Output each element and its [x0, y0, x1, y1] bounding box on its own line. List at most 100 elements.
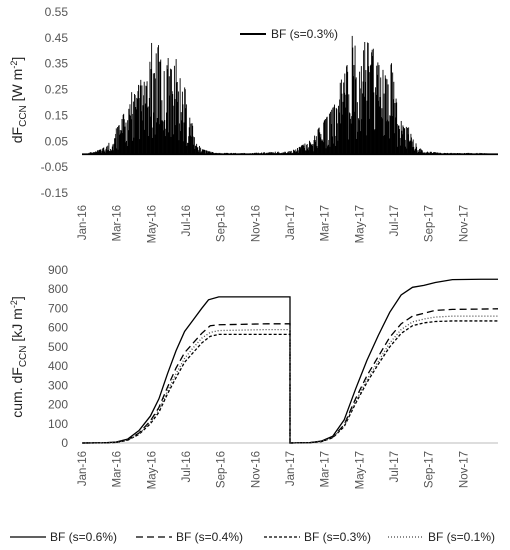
top-bar — [326, 116, 328, 155]
top-bar — [152, 73, 154, 155]
top-bar — [322, 140, 324, 155]
top-bar — [91, 152, 93, 155]
top-bar — [151, 127, 153, 155]
bottom-x-tick-label: Mar-16 — [112, 451, 124, 487]
top-bar — [287, 151, 289, 155]
top-bar — [183, 141, 184, 155]
top-bar — [303, 147, 305, 155]
top-bar — [380, 77, 382, 155]
top-bar — [402, 125, 404, 155]
top-bar — [189, 135, 191, 155]
top-bar — [116, 127, 118, 155]
top-bar — [345, 94, 347, 155]
top-bar — [362, 81, 364, 155]
top-bar — [390, 64, 392, 155]
top-bar — [395, 117, 396, 155]
top-bar — [101, 150, 103, 155]
top-bar — [177, 91, 179, 155]
top-bar — [338, 105, 339, 155]
top-bar — [331, 109, 333, 155]
top-bar — [147, 107, 149, 155]
top-bar — [97, 150, 98, 155]
top-bar — [329, 146, 331, 155]
top-bar — [415, 143, 417, 155]
top-bar — [403, 126, 404, 155]
top-bar — [181, 120, 183, 155]
top-bar — [353, 65, 355, 155]
top-bar — [420, 149, 422, 155]
bottom-y-tick-label: 400 — [48, 359, 68, 373]
top-bar — [124, 126, 126, 155]
top-x-tick-label: May-16 — [146, 205, 158, 243]
top-bar — [120, 133, 122, 155]
top-bar — [411, 137, 412, 155]
top-bar — [287, 152, 289, 155]
top-bar — [389, 116, 391, 155]
top-x-tick-label: Mar-17 — [320, 205, 332, 241]
bottom-x-tick-label: Jul-17 — [389, 451, 401, 482]
top-bar — [355, 79, 357, 155]
top-y-tick-label: -0.05 — [41, 160, 69, 174]
top-bar — [190, 123, 192, 155]
top-bar — [332, 143, 334, 155]
top-bar — [377, 62, 379, 155]
top-bar — [97, 150, 99, 155]
top-bar — [151, 42, 153, 155]
top-bar — [348, 94, 350, 155]
top-bar — [127, 120, 129, 155]
top-bar — [355, 77, 357, 155]
top-bar — [313, 140, 315, 155]
top-bar — [153, 112, 155, 155]
top-bar — [294, 152, 296, 155]
top-bar — [163, 130, 165, 155]
top-bar — [299, 146, 301, 155]
top-bar — [134, 95, 136, 155]
top-bar — [408, 127, 410, 155]
top-bar — [125, 122, 127, 155]
top-bar — [160, 120, 162, 155]
top-bar — [413, 150, 415, 155]
top-bar — [298, 147, 300, 155]
top-bar — [376, 65, 378, 155]
top-bar — [152, 137, 154, 155]
top-bar — [155, 78, 157, 155]
top-bar — [185, 108, 187, 155]
top-bar — [370, 65, 371, 155]
top-bar — [264, 152, 265, 155]
top-bar — [178, 140, 180, 155]
top-bar — [99, 149, 101, 155]
top-bar — [105, 148, 107, 155]
top-bar — [411, 141, 413, 155]
top-x-tick-label: Nov-17 — [458, 205, 470, 242]
top-bar — [370, 64, 372, 155]
top-bar — [384, 75, 386, 155]
top-bar — [162, 121, 164, 155]
top-bar — [156, 122, 158, 155]
top-bar — [408, 142, 410, 155]
top-y-tick-label: 0.45 — [45, 31, 69, 45]
top-bar — [300, 146, 302, 155]
top-bar — [361, 119, 363, 155]
top-bar — [364, 41, 366, 155]
top-bar — [192, 125, 194, 155]
top-bar — [188, 136, 190, 155]
top-bar — [421, 150, 423, 155]
top-bar — [400, 120, 402, 155]
top-bar — [148, 98, 150, 155]
top-bar — [181, 91, 183, 155]
legend-item-s01: BF (s=0.1%) — [388, 530, 495, 544]
top-bar — [407, 127, 408, 155]
top-bar — [94, 152, 96, 155]
top-bar — [146, 86, 147, 155]
top-bar — [397, 125, 399, 155]
top-bar — [110, 150, 112, 155]
top-y-tick-label: 0.15 — [45, 108, 69, 122]
top-bar — [434, 152, 436, 155]
top-bar — [138, 98, 140, 155]
top-bar — [203, 149, 204, 155]
top-bar — [186, 145, 188, 155]
top-bar — [356, 102, 358, 155]
top-bar — [295, 149, 297, 155]
top-bar — [434, 152, 436, 155]
top-bar — [208, 151, 210, 155]
